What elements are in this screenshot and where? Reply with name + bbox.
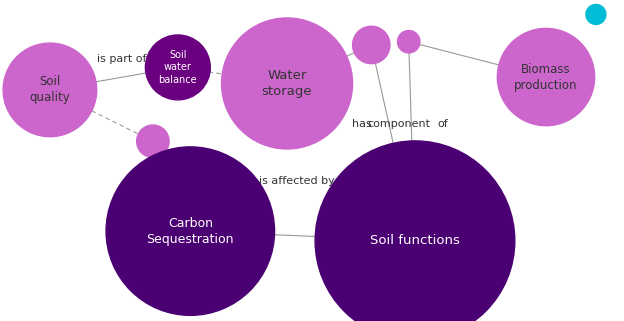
Text: component: component xyxy=(368,118,431,129)
Text: is affected by: is affected by xyxy=(258,176,334,187)
Text: is part of: is part of xyxy=(97,54,147,65)
Ellipse shape xyxy=(3,43,97,137)
Ellipse shape xyxy=(145,35,210,100)
Text: Biomass
production: Biomass production xyxy=(514,63,578,91)
Ellipse shape xyxy=(353,26,390,64)
Ellipse shape xyxy=(497,28,595,126)
Text: Soil
quality: Soil quality xyxy=(29,75,71,104)
Text: Soil functions: Soil functions xyxy=(370,234,460,247)
Text: of: of xyxy=(437,118,449,129)
Text: has: has xyxy=(352,118,372,129)
Ellipse shape xyxy=(397,30,420,53)
Ellipse shape xyxy=(137,125,169,158)
Text: Soil
water
balance: Soil water balance xyxy=(158,50,197,85)
Text: Water
storage: Water storage xyxy=(261,69,313,98)
Ellipse shape xyxy=(315,141,515,321)
Ellipse shape xyxy=(586,4,606,24)
Ellipse shape xyxy=(106,147,275,315)
Ellipse shape xyxy=(222,18,353,149)
Text: Carbon
Sequestration: Carbon Sequestration xyxy=(147,217,234,246)
